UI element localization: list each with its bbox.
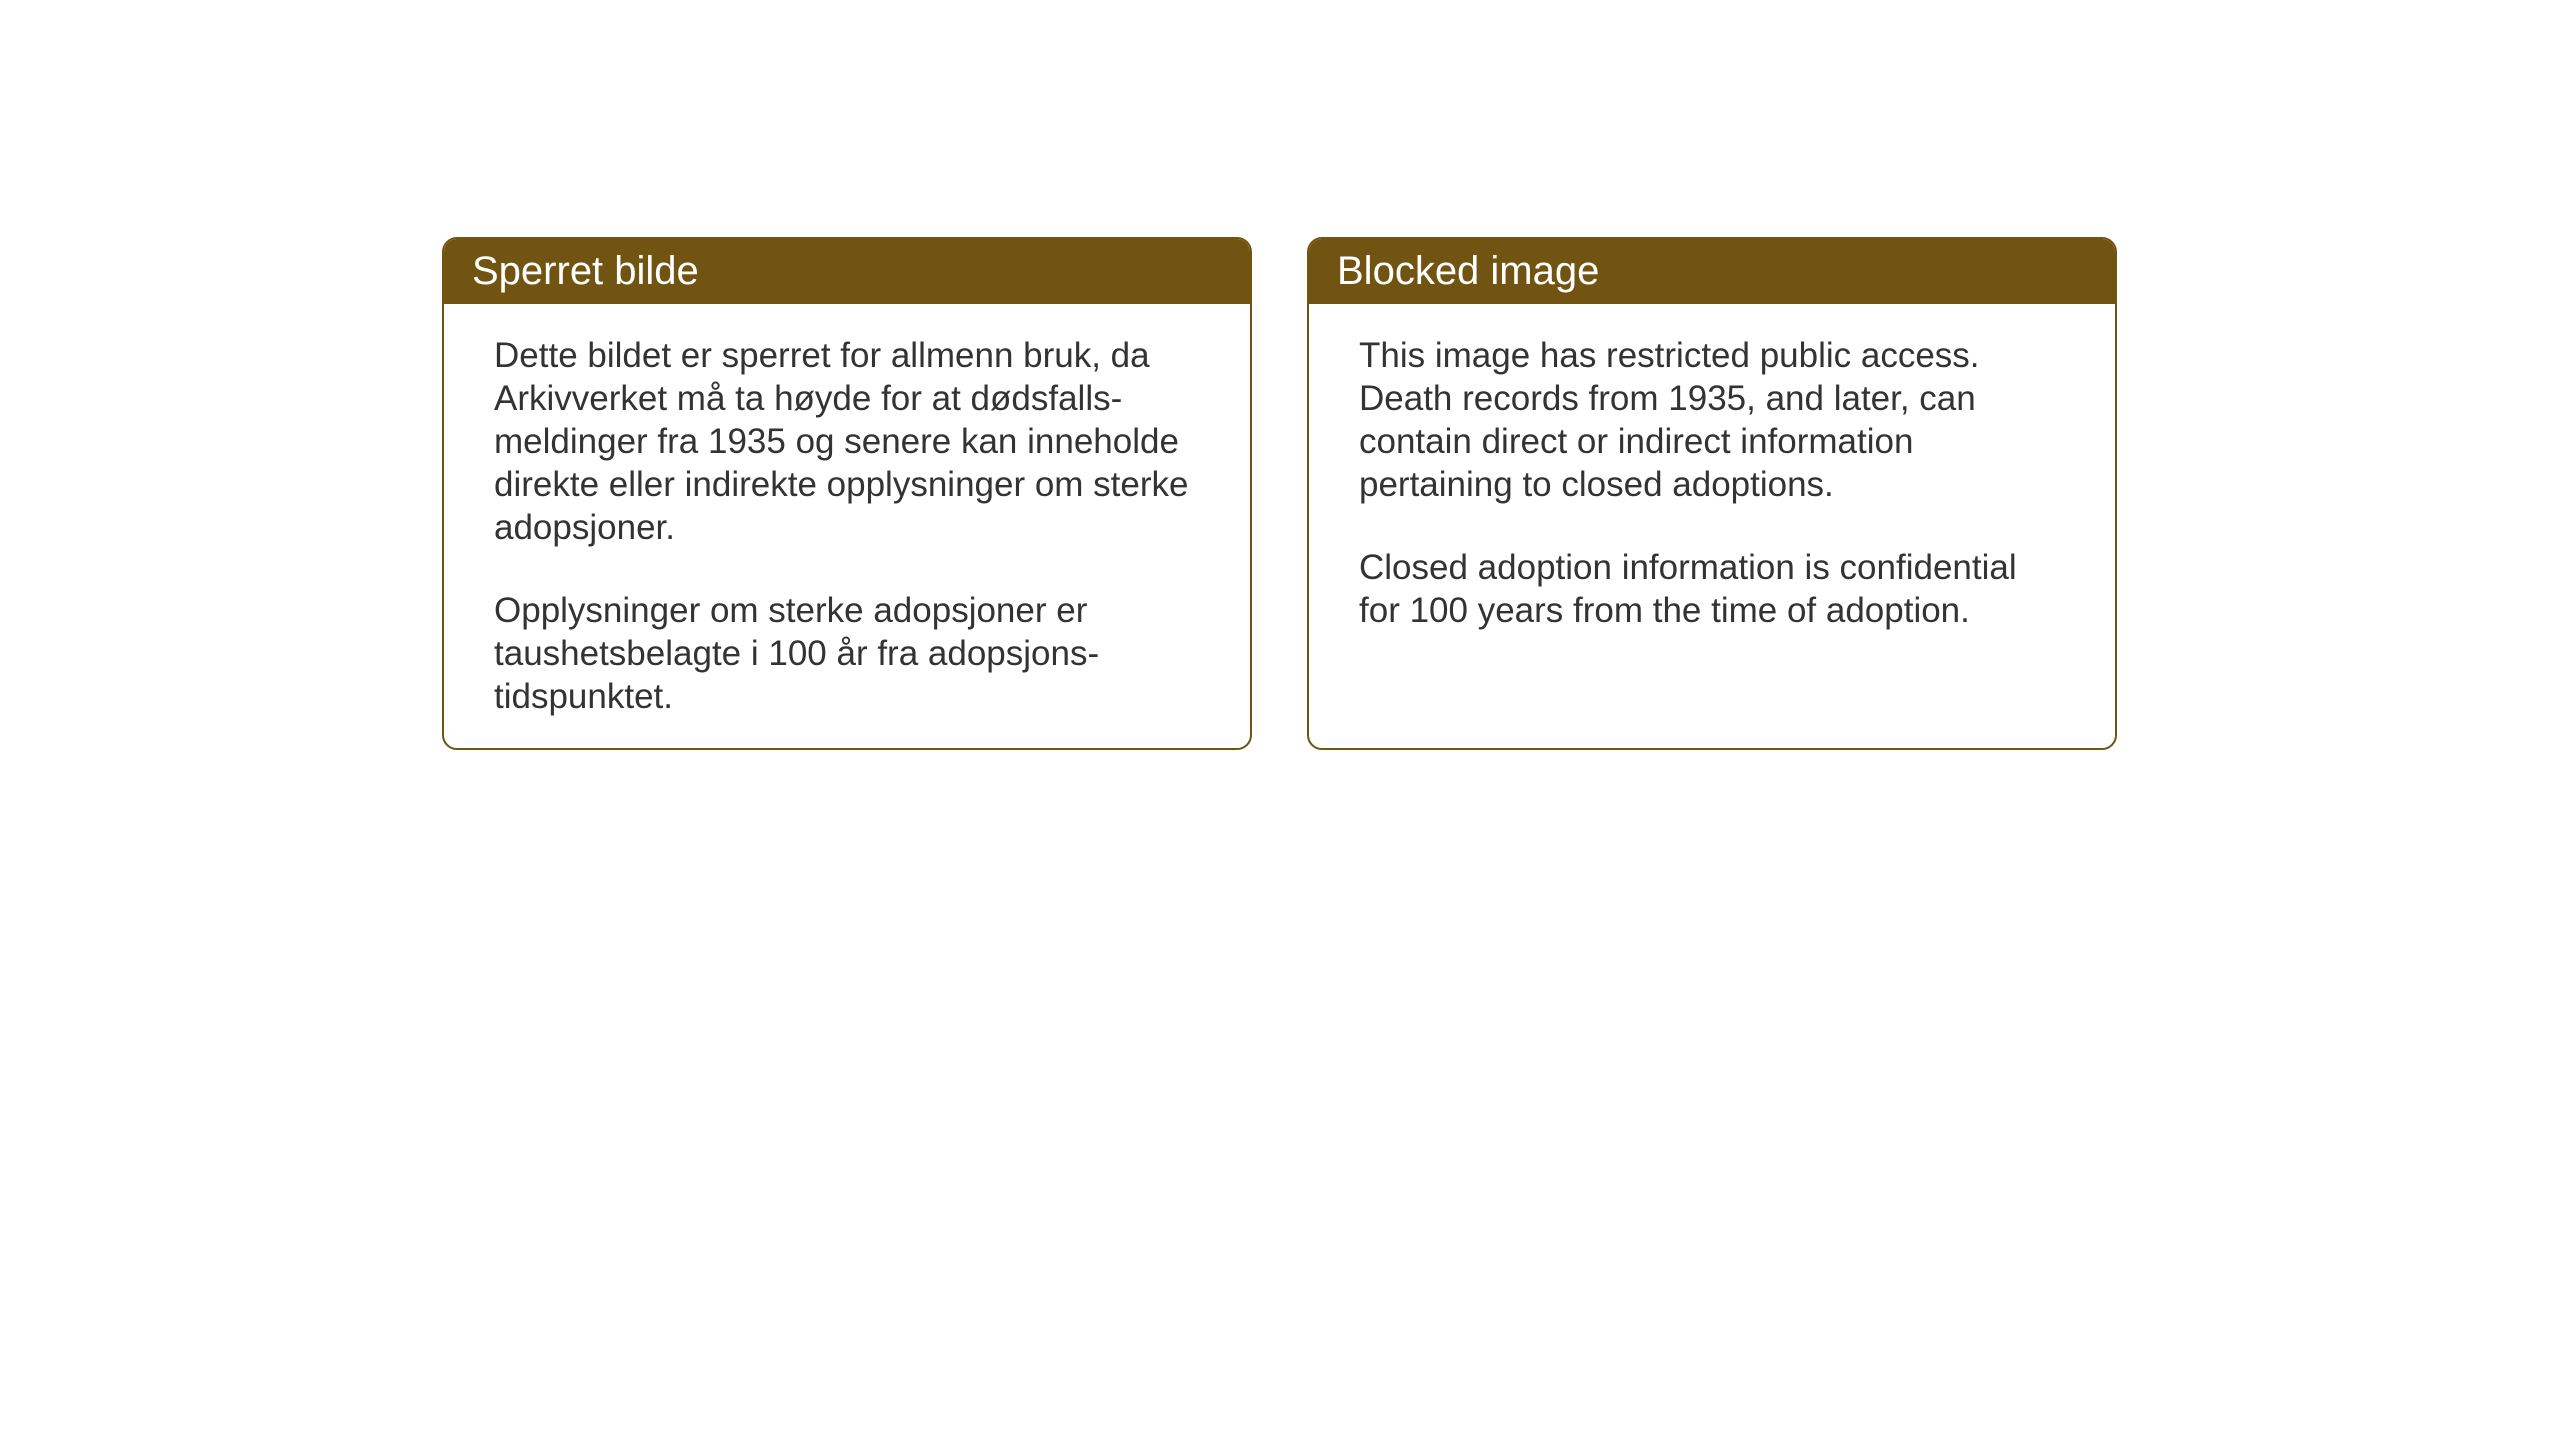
notice-cards-container: Sperret bilde Dette bildet er sperret fo… bbox=[442, 237, 2117, 750]
english-card-body: This image has restricted public access.… bbox=[1309, 304, 2115, 672]
english-paragraph-2: Closed adoption information is confident… bbox=[1359, 546, 2065, 632]
norwegian-paragraph-2: Opplysninger om sterke adopsjoner er tau… bbox=[494, 589, 1200, 718]
english-card-title: Blocked image bbox=[1309, 239, 2115, 304]
norwegian-card-title: Sperret bilde bbox=[444, 239, 1250, 304]
norwegian-paragraph-1: Dette bildet er sperret for allmenn bruk… bbox=[494, 334, 1200, 549]
norwegian-card-body: Dette bildet er sperret for allmenn bruk… bbox=[444, 304, 1250, 750]
english-paragraph-1: This image has restricted public access.… bbox=[1359, 334, 2065, 506]
english-notice-card: Blocked image This image has restricted … bbox=[1307, 237, 2117, 750]
norwegian-notice-card: Sperret bilde Dette bildet er sperret fo… bbox=[442, 237, 1252, 750]
